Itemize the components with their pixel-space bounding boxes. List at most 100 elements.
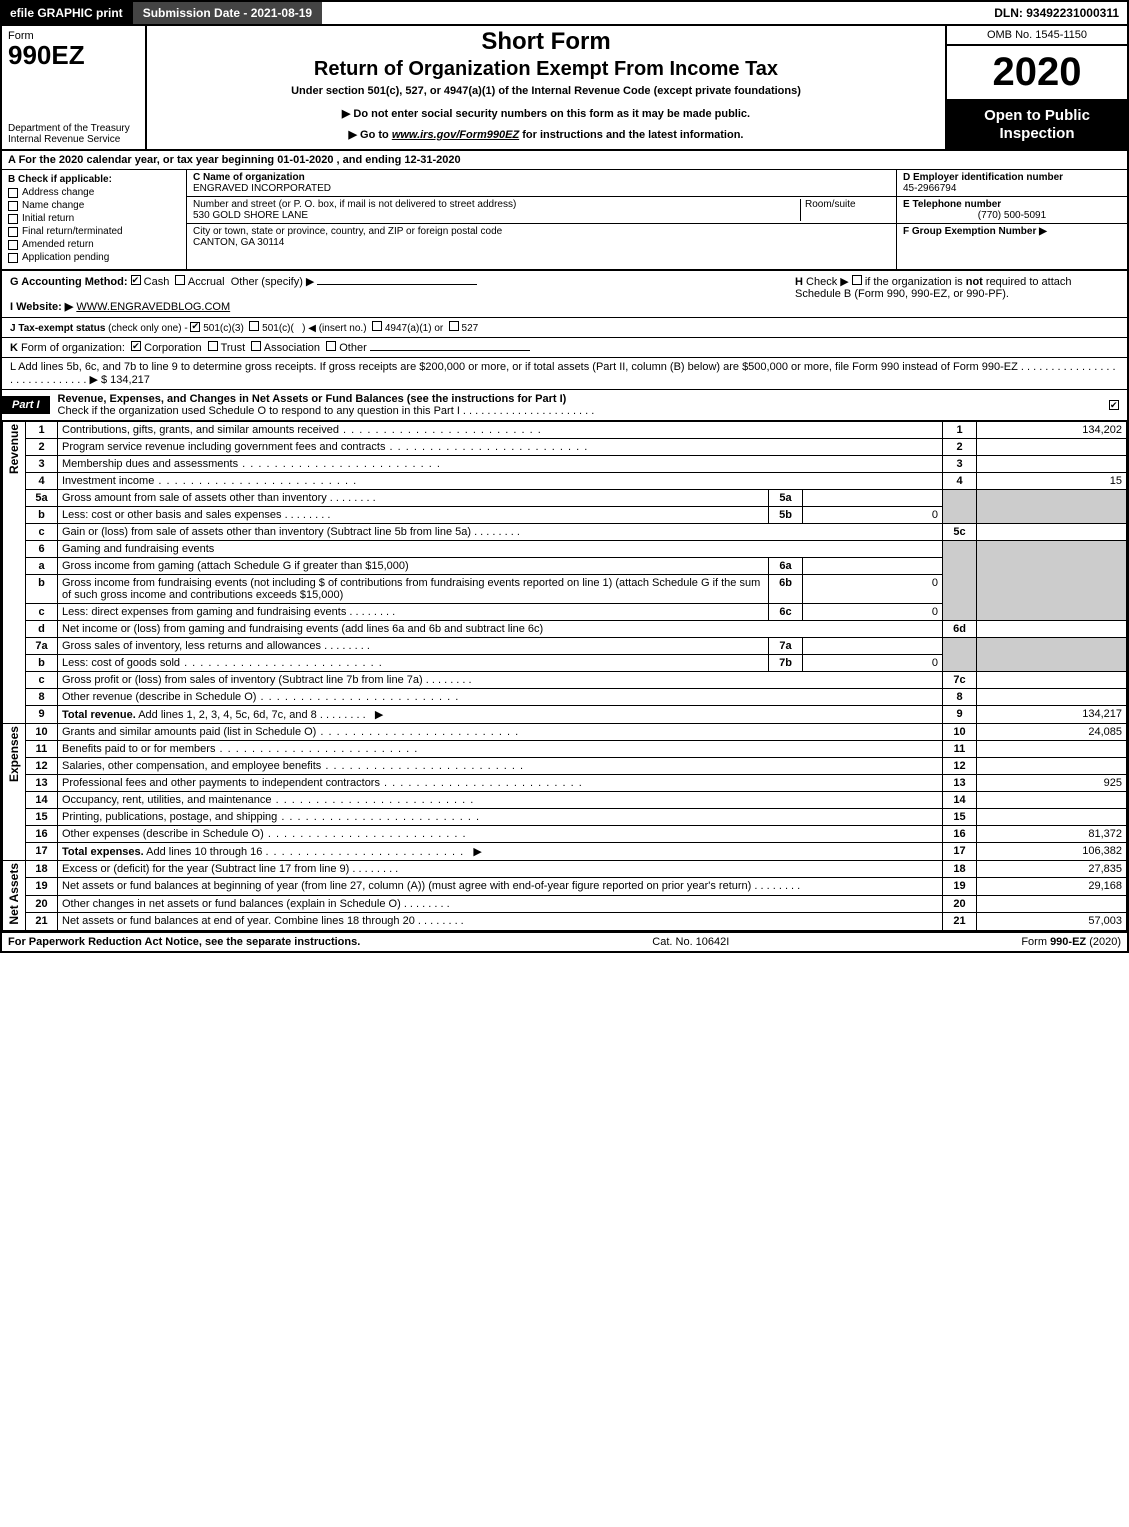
- j-tax-exempt: J Tax-exempt status (check only one) - 5…: [2, 318, 1127, 338]
- ln-11-num: 11: [26, 741, 58, 758]
- efile-print-button[interactable]: efile GRAPHIC print: [2, 2, 133, 24]
- footer-mid: Cat. No. 10642I: [652, 936, 729, 948]
- col-c-org-info: C Name of organization ENGRAVED INCORPOR…: [187, 170, 897, 269]
- chk-4947a1[interactable]: [372, 321, 382, 331]
- ln-3-desc: Membership dues and assessments: [62, 458, 441, 470]
- ln-21-num: 21: [26, 913, 58, 930]
- ln-11-resnum: 11: [943, 741, 977, 758]
- part1-title: Revenue, Expenses, and Changes in Net As…: [58, 393, 567, 405]
- org-name-value: ENGRAVED INCORPORATED: [193, 183, 331, 194]
- ln-20-num: 20: [26, 895, 58, 912]
- other-specify-field[interactable]: [317, 284, 477, 285]
- ln-11-value: [977, 741, 1127, 758]
- ln-7b-innum: 7b: [769, 655, 803, 672]
- ln-10-num: 10: [26, 724, 58, 741]
- ln-17-value: 106,382: [977, 843, 1127, 861]
- col-b-title: B Check if applicable:: [8, 174, 180, 185]
- ln-10-value: 24,085: [977, 724, 1127, 741]
- chk-corporation[interactable]: [131, 341, 141, 351]
- dln-label: DLN: 93492231000311: [986, 2, 1127, 24]
- chk-501c3[interactable]: [190, 322, 200, 332]
- side-label-revenue: Revenue: [3, 422, 26, 724]
- ln-2-desc: Program service revenue including govern…: [62, 441, 588, 453]
- lbl-other-specify: Other (specify) ▶: [231, 276, 315, 288]
- ln-15-value: [977, 809, 1127, 826]
- chk-527[interactable]: [449, 321, 459, 331]
- part1-bar: Part I Revenue, Expenses, and Changes in…: [2, 390, 1127, 421]
- open-to-public: Open to Public Inspection: [947, 101, 1127, 149]
- ln-1-num: 1: [26, 422, 58, 439]
- submission-date-button[interactable]: Submission Date - 2021-08-19: [133, 2, 322, 24]
- ln-11-desc: Benefits paid to or for members: [62, 743, 418, 755]
- chk-address-change[interactable]: [8, 188, 18, 198]
- ln-9-value: 134,217: [977, 706, 1127, 724]
- chk-h-schedule-b[interactable]: [852, 275, 862, 285]
- ln-18-value: 27,835: [977, 861, 1127, 878]
- ln-6a-inval: [803, 558, 943, 575]
- ln-4-desc: Investment income: [62, 475, 357, 487]
- chk-accrual[interactable]: [175, 275, 185, 285]
- ln-7ab-grey: [943, 638, 977, 672]
- ln-9-desc: Total revenue.: [62, 709, 136, 721]
- other-org-field[interactable]: [370, 350, 530, 351]
- goto-text: ▶ Go to www.irs.gov/Form990EZ for instru…: [153, 128, 939, 141]
- ln-5b-num: b: [26, 507, 58, 524]
- chk-501c[interactable]: [249, 321, 259, 331]
- ln-19-resnum: 19: [943, 878, 977, 895]
- ln-7a-desc: Gross sales of inventory, less returns a…: [62, 640, 370, 652]
- form-page: efile GRAPHIC print Submission Date - 20…: [0, 0, 1129, 953]
- chk-application-pending[interactable]: [8, 253, 18, 263]
- ln-6b-inval: 0: [803, 575, 943, 604]
- side-label-netassets: Net Assets: [3, 861, 26, 931]
- ln-5a-desc: Gross amount from sale of assets other t…: [62, 492, 376, 504]
- ln-5c-desc: Gain or (loss) from sale of assets other…: [62, 526, 520, 538]
- ln-3-resnum: 3: [943, 456, 977, 473]
- top-bar: efile GRAPHIC print Submission Date - 20…: [2, 2, 1127, 26]
- ln-7c-resnum: 7c: [943, 672, 977, 689]
- part1-table: Revenue 1 Contributions, gifts, grants, …: [2, 421, 1127, 931]
- ln-5a-innum: 5a: [769, 490, 803, 507]
- ln-8-resnum: 8: [943, 689, 977, 706]
- ln-15-desc: Printing, publications, postage, and shi…: [62, 811, 480, 823]
- chk-trust[interactable]: [208, 341, 218, 351]
- chk-schedule-o-part1[interactable]: [1109, 400, 1119, 410]
- ln-12-num: 12: [26, 758, 58, 775]
- ln-3-num: 3: [26, 456, 58, 473]
- ln-1-value: 134,202: [977, 422, 1127, 439]
- chk-other-org[interactable]: [326, 341, 336, 351]
- ln-14-desc: Occupancy, rent, utilities, and maintena…: [62, 794, 474, 806]
- lbl-address-change: Address change: [22, 187, 94, 198]
- chk-name-change[interactable]: [8, 201, 18, 211]
- ln-6-grey-val: [977, 541, 1127, 621]
- lbl-accrual: Accrual: [188, 276, 225, 288]
- ln-5ab-grey: [943, 490, 977, 524]
- chk-initial-return[interactable]: [8, 214, 18, 224]
- ln-5b-innum: 5b: [769, 507, 803, 524]
- ln-6d-desc: Net income or (loss) from gaming and fun…: [62, 623, 543, 635]
- ln-16-value: 81,372: [977, 826, 1127, 843]
- ln-6c-num: c: [26, 604, 58, 621]
- return-title: Return of Organization Exempt From Incom…: [153, 58, 939, 81]
- entity-row: B Check if applicable: Address change Na…: [2, 170, 1127, 271]
- goto-link[interactable]: www.irs.gov/Form990EZ: [392, 129, 519, 141]
- room-suite-label: Room/suite: [805, 199, 856, 210]
- ln-17-num: 17: [26, 843, 58, 861]
- ln-6b-innum: 6b: [769, 575, 803, 604]
- ln-6b-num: b: [26, 575, 58, 604]
- chk-amended-return[interactable]: [8, 240, 18, 250]
- ln-6c-inval: 0: [803, 604, 943, 621]
- ln-5a-inval: [803, 490, 943, 507]
- form-number: 990EZ: [8, 42, 139, 68]
- h-text: if the organization is not required to a…: [795, 276, 1072, 300]
- ln-6-grey: [943, 541, 977, 621]
- i-website-value[interactable]: WWW.ENGRAVEDBLOG.COM: [76, 301, 230, 313]
- ln-8-desc: Other revenue (describe in Schedule O): [62, 691, 459, 703]
- ln-16-num: 16: [26, 826, 58, 843]
- phone-value: (770) 500-5091: [903, 210, 1121, 221]
- chk-association[interactable]: [251, 341, 261, 351]
- ln-18-resnum: 18: [943, 861, 977, 878]
- chk-cash[interactable]: [131, 275, 141, 285]
- ln-18-num: 18: [26, 861, 58, 878]
- chk-final-return[interactable]: [8, 227, 18, 237]
- goto-prefix: ▶ Go to: [349, 129, 392, 141]
